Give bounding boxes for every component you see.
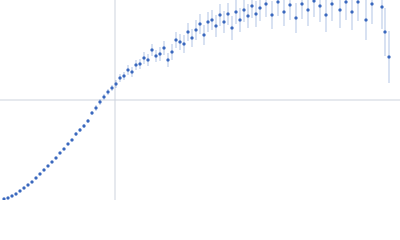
point xyxy=(126,68,130,72)
point xyxy=(110,86,114,90)
point xyxy=(90,111,94,115)
point xyxy=(10,194,14,198)
point xyxy=(62,147,66,151)
point xyxy=(42,168,46,172)
point xyxy=(338,8,342,12)
point xyxy=(70,138,74,142)
point xyxy=(170,50,174,54)
point xyxy=(58,151,62,155)
point xyxy=(242,8,246,12)
point xyxy=(50,160,54,164)
point xyxy=(324,13,328,17)
point xyxy=(186,30,190,34)
point xyxy=(66,142,70,146)
point xyxy=(387,55,391,59)
point xyxy=(214,24,218,28)
point xyxy=(270,13,274,17)
point xyxy=(166,58,170,62)
point xyxy=(238,18,242,22)
point xyxy=(312,0,316,3)
point xyxy=(226,12,230,16)
point xyxy=(234,10,238,14)
point xyxy=(54,156,58,160)
point xyxy=(250,4,254,8)
point xyxy=(300,2,304,6)
point xyxy=(222,20,226,24)
point xyxy=(306,8,310,12)
point xyxy=(350,10,354,14)
point xyxy=(178,40,182,44)
point xyxy=(102,95,106,99)
point xyxy=(14,192,18,196)
point xyxy=(276,0,280,4)
point xyxy=(22,186,26,190)
point xyxy=(30,180,34,184)
point xyxy=(190,36,194,40)
point xyxy=(18,189,22,193)
point xyxy=(356,0,360,4)
point xyxy=(264,2,268,6)
point xyxy=(194,28,198,32)
point xyxy=(258,6,262,10)
point xyxy=(114,82,118,86)
point xyxy=(86,119,90,123)
point xyxy=(198,22,202,26)
chart xyxy=(0,0,400,200)
point xyxy=(294,16,298,20)
point xyxy=(218,13,222,17)
point xyxy=(246,14,250,18)
point xyxy=(230,26,234,30)
page: {"chart_data": {"type": "scatter", "x": … xyxy=(0,0,400,200)
point xyxy=(130,70,134,74)
point xyxy=(26,183,30,187)
point xyxy=(174,38,178,42)
point xyxy=(182,42,186,46)
point xyxy=(330,2,334,6)
point xyxy=(74,132,78,136)
point xyxy=(118,76,122,80)
point xyxy=(318,4,322,8)
point xyxy=(282,10,286,14)
point xyxy=(344,0,348,4)
point xyxy=(162,46,166,50)
point xyxy=(158,52,162,56)
point xyxy=(150,48,154,52)
point xyxy=(46,164,50,168)
point xyxy=(82,124,86,128)
point xyxy=(94,106,98,110)
point xyxy=(383,30,387,34)
point xyxy=(146,58,150,62)
point xyxy=(6,196,10,200)
point xyxy=(138,62,142,66)
point xyxy=(142,56,146,60)
point xyxy=(134,63,138,67)
point xyxy=(154,54,158,58)
point xyxy=(106,90,110,94)
point xyxy=(210,18,214,22)
point xyxy=(288,3,292,7)
point xyxy=(122,74,126,78)
point xyxy=(78,128,82,132)
point xyxy=(370,2,374,6)
point xyxy=(364,18,368,22)
point xyxy=(202,33,206,37)
point xyxy=(206,20,210,24)
point xyxy=(38,172,42,176)
point xyxy=(380,5,384,9)
point xyxy=(98,100,102,104)
point xyxy=(254,12,258,16)
point xyxy=(2,197,6,200)
point xyxy=(34,176,38,180)
